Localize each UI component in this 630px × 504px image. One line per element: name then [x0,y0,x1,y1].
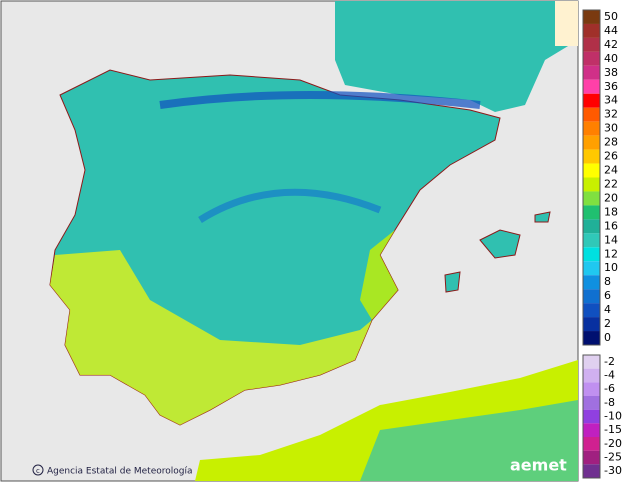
legend-swatch [583,247,600,262]
map: c Agencia Estatal de Meteorología aemet [0,0,579,482]
legend-swatch [583,149,600,164]
legend-swatch [583,303,600,318]
ibiza [444,271,461,293]
copyright-icon [32,464,44,476]
legend-swatch [583,37,600,52]
menorca [534,211,551,223]
legend-swatch [583,65,600,80]
legend-swatch [583,437,600,451]
legend-label: -15 [604,423,622,436]
legend-swatch [583,79,600,94]
legend-frame [582,9,601,346]
legend-label: -30 [604,464,622,477]
legend-swatch [583,135,600,150]
legend-label: 20 [604,191,618,204]
legend-label: -8 [604,396,615,409]
legend-swatch [583,107,600,122]
south-warm [50,250,372,425]
legend-swatch [583,450,600,465]
legend-label: 34 [604,94,618,107]
legend-label: 32 [604,108,618,121]
legend-label: 40 [604,52,618,65]
central-range [198,188,382,223]
legend-swatch [583,423,600,437]
legend-swatch [583,368,600,383]
legend-label: 30 [604,122,618,135]
atlas [360,400,578,481]
legend-swatch [583,93,600,108]
legend-swatch [583,382,600,396]
legend-label: 18 [604,205,618,218]
legend-label: 10 [604,261,618,274]
legend-label: -25 [604,451,622,464]
legend-label: 12 [604,247,618,260]
legend-label: 50 [604,10,618,23]
legend-swatch [583,464,600,478]
legend-swatch [583,261,600,276]
alps [555,1,578,46]
legend-swatch [583,409,600,424]
mallorca [479,229,521,259]
legend-swatch [583,177,600,192]
legend-frame [582,354,601,479]
legend-swatch [583,355,600,369]
legend-label: 24 [604,164,618,177]
legend: 5044424038363432302826242220181614121086… [582,9,622,479]
legend-label: 42 [604,38,618,51]
legend-label: 14 [604,233,618,246]
legend-label: 6 [604,289,611,302]
legend-label: 38 [604,66,618,79]
legend-label: -6 [604,382,615,395]
legend-swatch [583,121,600,136]
legend-swatch [583,23,600,38]
legend-swatch [583,205,600,220]
legend-label: -20 [604,437,622,450]
legend-swatch [583,233,600,248]
legend-label: 26 [604,150,618,163]
legend-label: -4 [604,369,615,382]
aemet-logo: aemet [510,456,567,475]
legend-swatch [583,219,600,234]
agency-name: Agencia Estatal de Meteorología [47,467,193,477]
legend-label: -10 [604,410,622,423]
legend-swatch [583,163,600,178]
legend-label: 36 [604,80,618,93]
legend-label: 22 [604,177,618,190]
france [335,1,578,112]
legend-swatch [583,317,600,332]
pyrenees [159,91,481,109]
legend-swatch [583,331,600,345]
legend-label: 4 [604,303,611,316]
legend-swatch [583,396,600,410]
legend-swatch [583,275,600,290]
legend-label: 44 [604,24,618,37]
copyright-c: c [36,467,40,475]
east-coast [360,230,398,320]
legend-swatch [583,289,600,304]
legend-label: -2 [604,355,615,368]
legend-swatch [583,191,600,206]
legend-label: 2 [604,317,611,330]
legend-swatch [583,51,600,66]
legend-swatch [583,10,600,24]
legend-label: 8 [604,275,611,288]
legend-label: 16 [604,219,618,232]
legend-label: 28 [604,136,618,149]
legend-label: 0 [604,331,611,344]
